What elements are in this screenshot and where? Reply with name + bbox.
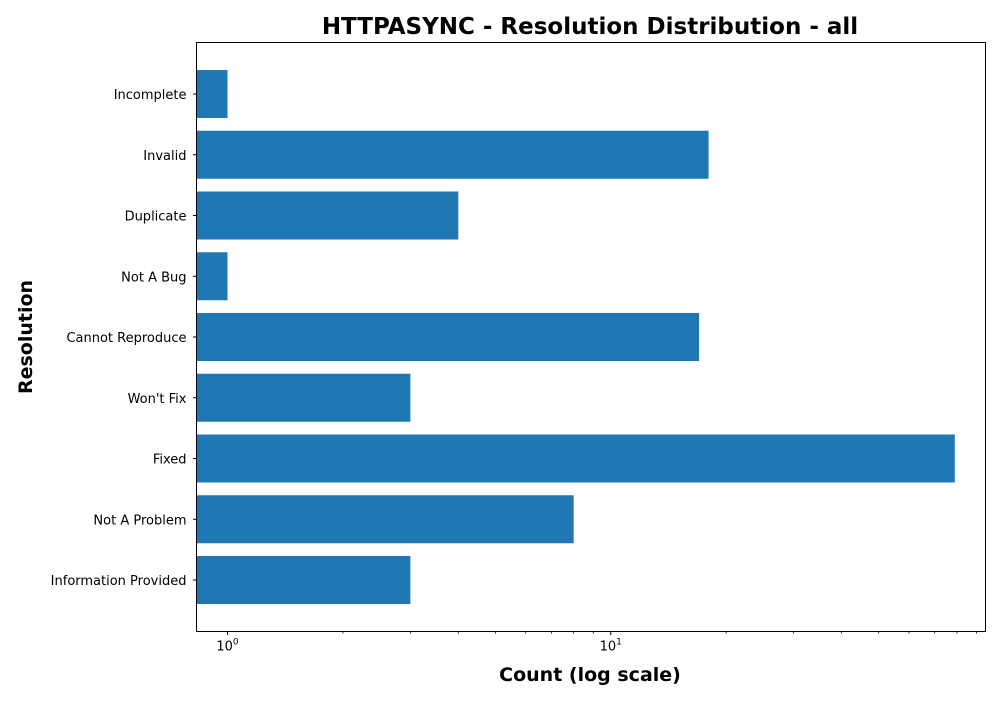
bar-duplicate <box>196 191 459 240</box>
y-tick-label: Cannot Reproduce <box>66 331 186 346</box>
bar-fixed <box>196 434 955 483</box>
bars-group <box>196 70 955 604</box>
chart-title: HTTPASYNC - Resolution Distribution - al… <box>322 14 858 40</box>
bar-not-a-problem <box>196 495 574 544</box>
bar-invalid <box>196 130 709 179</box>
y-tick-label: Won't Fix <box>128 392 187 407</box>
y-tick-label: Duplicate <box>125 210 187 225</box>
bar-information-provided <box>196 556 411 604</box>
bar-cannot-reproduce <box>196 313 700 361</box>
x-axis: 100 101 <box>216 631 977 655</box>
bar-not-a-bug <box>196 252 228 301</box>
y-axis: Incomplete Invalid Duplicate Not A Bug Canno… <box>51 88 197 589</box>
bar-won-t-fix <box>196 373 411 422</box>
x-tick-label: 100 <box>216 638 239 655</box>
y-tick-label: Not A Bug <box>121 270 186 285</box>
y-tick-label: Not A Problem <box>93 513 186 528</box>
y-axis-label: Resolution <box>15 280 37 394</box>
y-tick-label: Incomplete <box>114 88 187 103</box>
y-tick-label: Invalid <box>143 149 186 164</box>
bar-incomplete <box>196 70 228 118</box>
y-tick-label: Information Provided <box>51 574 187 589</box>
x-tick-label: 101 <box>600 638 622 655</box>
y-tick-label: Fixed <box>153 453 187 468</box>
x-axis-label: Count (log scale) <box>499 664 681 686</box>
